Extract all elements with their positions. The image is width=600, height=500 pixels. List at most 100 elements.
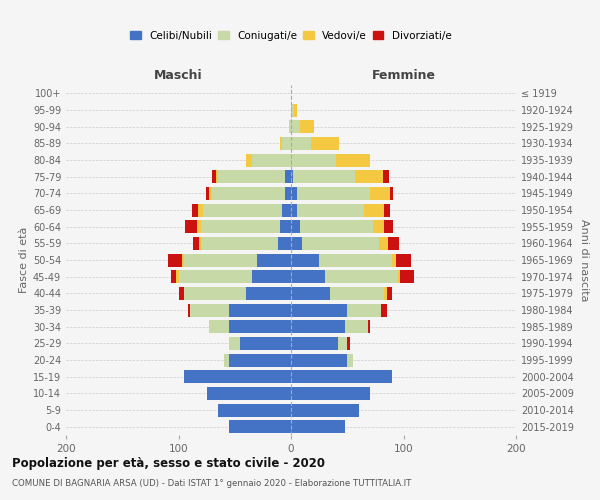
Bar [296,187,370,200]
Bar [291,304,347,316]
Bar [291,420,345,433]
Bar [190,304,229,316]
Bar [197,204,203,216]
Text: Maschi: Maschi [154,68,203,82]
Bar [291,220,300,233]
Bar [291,320,345,333]
Bar [291,137,311,150]
Bar [277,237,291,250]
Bar [199,237,201,250]
Bar [291,287,331,300]
Legend: Celibi/Nubili, Coniugati/e, Vedovi/e, Divorziati/e: Celibi/Nubili, Coniugati/e, Vedovi/e, Di… [130,30,452,40]
Bar [184,287,246,300]
Bar [398,270,400,283]
Bar [229,304,291,316]
Bar [246,287,291,300]
Bar [218,170,286,183]
Bar [385,287,386,300]
Bar [197,220,201,233]
Bar [257,254,291,266]
Bar [385,204,390,216]
Bar [296,204,364,216]
Bar [218,404,291,416]
Bar [295,104,296,117]
Bar [251,270,291,283]
Bar [379,237,388,250]
Bar [311,137,340,150]
Bar [291,187,296,200]
Bar [280,220,291,233]
Bar [246,154,251,166]
Bar [192,204,197,216]
Bar [355,170,383,183]
Bar [291,170,293,183]
Bar [187,304,190,316]
Bar [282,204,291,216]
Bar [201,237,277,250]
Bar [291,337,338,350]
Bar [385,220,394,233]
Bar [291,104,295,117]
Bar [223,354,229,366]
Bar [383,170,389,183]
Text: Femmine: Femmine [371,68,436,82]
Bar [179,287,184,300]
Bar [291,154,336,166]
Bar [229,354,291,366]
Bar [300,120,314,133]
Bar [325,270,398,283]
Bar [201,220,280,233]
Bar [291,120,300,133]
Bar [319,254,392,266]
Bar [300,220,373,233]
Bar [291,387,370,400]
Bar [215,170,218,183]
Bar [169,254,182,266]
Bar [229,420,291,433]
Bar [251,154,291,166]
Bar [212,170,215,183]
Bar [286,187,291,200]
Bar [176,270,179,283]
Text: COMUNE DI BAGNARIA ARSA (UD) - Dati ISTAT 1° gennaio 2020 - Elaborazione TUTTITA: COMUNE DI BAGNARIA ARSA (UD) - Dati ISTA… [12,478,412,488]
Bar [381,304,386,316]
Bar [170,270,176,283]
Bar [345,320,367,333]
Bar [280,137,282,150]
Bar [291,204,296,216]
Bar [392,254,395,266]
Bar [338,337,347,350]
Bar [212,187,286,200]
Bar [229,320,291,333]
Bar [184,370,291,383]
Bar [400,270,413,283]
Bar [373,220,385,233]
Bar [182,254,184,266]
Bar [282,137,291,150]
Bar [286,170,291,183]
Bar [205,187,209,200]
Bar [347,354,353,366]
Y-axis label: Anni di nascita: Anni di nascita [579,219,589,301]
Bar [179,270,251,283]
Bar [347,337,349,350]
Bar [395,254,412,266]
Bar [390,187,394,200]
Bar [364,204,385,216]
Bar [293,170,355,183]
Bar [193,237,199,250]
Bar [291,370,392,383]
Bar [388,237,399,250]
Bar [209,187,212,200]
Bar [291,404,359,416]
Bar [291,270,325,283]
Bar [229,337,241,350]
Bar [302,237,379,250]
Bar [386,287,392,300]
Bar [331,287,385,300]
Bar [289,120,291,133]
Y-axis label: Fasce di età: Fasce di età [19,227,29,293]
Bar [367,320,370,333]
Bar [209,320,229,333]
Bar [336,154,370,166]
